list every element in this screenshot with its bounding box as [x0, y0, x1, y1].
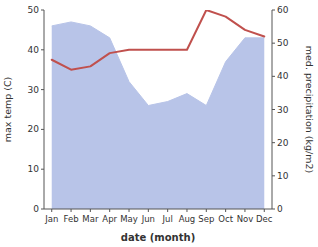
- plot-marks: [52, 10, 265, 209]
- chart-container: Jan FebMarAprMayJun Jul AugSep Oct NovDec date…: [0, 0, 318, 247]
- y-tick-label: 10: [28, 164, 40, 174]
- x-tick: [206, 209, 207, 212]
- y2-tick-label: 0: [277, 204, 283, 214]
- x-tick-label: Jan: [44, 214, 58, 224]
- x-tick-label: Oct: [218, 214, 233, 224]
- x-tick-label: Sep: [198, 214, 214, 224]
- y-tick: [41, 89, 44, 90]
- x-tick-label: Dec: [256, 214, 273, 224]
- y2-tick-label: 40: [277, 71, 289, 81]
- y2-tick: [272, 109, 275, 110]
- x-tick-label: Nov: [237, 214, 254, 224]
- x-tick: [186, 209, 187, 212]
- y-axis-line: [44, 10, 45, 209]
- x-tick-label: May: [120, 214, 138, 224]
- y-tick-label: 20: [28, 124, 40, 134]
- y2-tick-label: 20: [277, 138, 289, 148]
- x-tick-label: Jun: [141, 214, 155, 224]
- y2-tick-label: 10: [277, 171, 289, 181]
- x-tick-label: Mar: [82, 214, 99, 224]
- y2-tick-label: 50: [277, 38, 289, 48]
- y2-tick: [272, 175, 275, 176]
- x-tick: [90, 209, 91, 212]
- y-tick-label: 0: [33, 204, 39, 214]
- y2-tick: [272, 209, 275, 210]
- x-tick-label: Feb: [64, 214, 79, 224]
- y2-tick: [272, 142, 275, 143]
- y-tick-label: 50: [28, 5, 40, 15]
- y-tick: [41, 169, 44, 170]
- x-tick: [51, 209, 52, 212]
- chart: Jan FebMarAprMayJun Jul AugSep Oct NovDec date…: [0, 0, 318, 247]
- y2-tick: [272, 43, 275, 44]
- x-tick: [129, 209, 130, 212]
- x-tick-label: Jul: [162, 214, 173, 224]
- x-tick: [264, 209, 265, 212]
- y-tick-label: 40: [28, 45, 40, 55]
- y-axis-label: max temp (C): [2, 77, 13, 143]
- x-tick-label: Aug: [179, 214, 196, 224]
- line: [52, 10, 265, 70]
- y2-tick-label: 30: [277, 105, 289, 115]
- y-tick-label: 30: [28, 85, 40, 95]
- x-tick: [109, 209, 110, 212]
- y2-tick: [272, 76, 275, 77]
- x-tick: [148, 209, 149, 212]
- y2-axis-label: med. precipitation (kg/m2): [304, 46, 315, 173]
- x-tick: [225, 209, 226, 212]
- y-tick: [41, 10, 44, 11]
- x-axis-label: date (month): [121, 232, 195, 243]
- y-tick: [41, 129, 44, 130]
- y2-tick-label: 60: [277, 5, 289, 15]
- x-tick: [71, 209, 72, 212]
- y-tick: [41, 209, 44, 210]
- x-axis-line: [44, 209, 272, 210]
- y2-tick: [272, 10, 275, 11]
- x-tick: [244, 209, 245, 212]
- y-tick: [41, 49, 44, 50]
- x-tick: [167, 209, 168, 212]
- x-tick-label: Apr: [102, 214, 117, 224]
- area-outline: [52, 22, 265, 106]
